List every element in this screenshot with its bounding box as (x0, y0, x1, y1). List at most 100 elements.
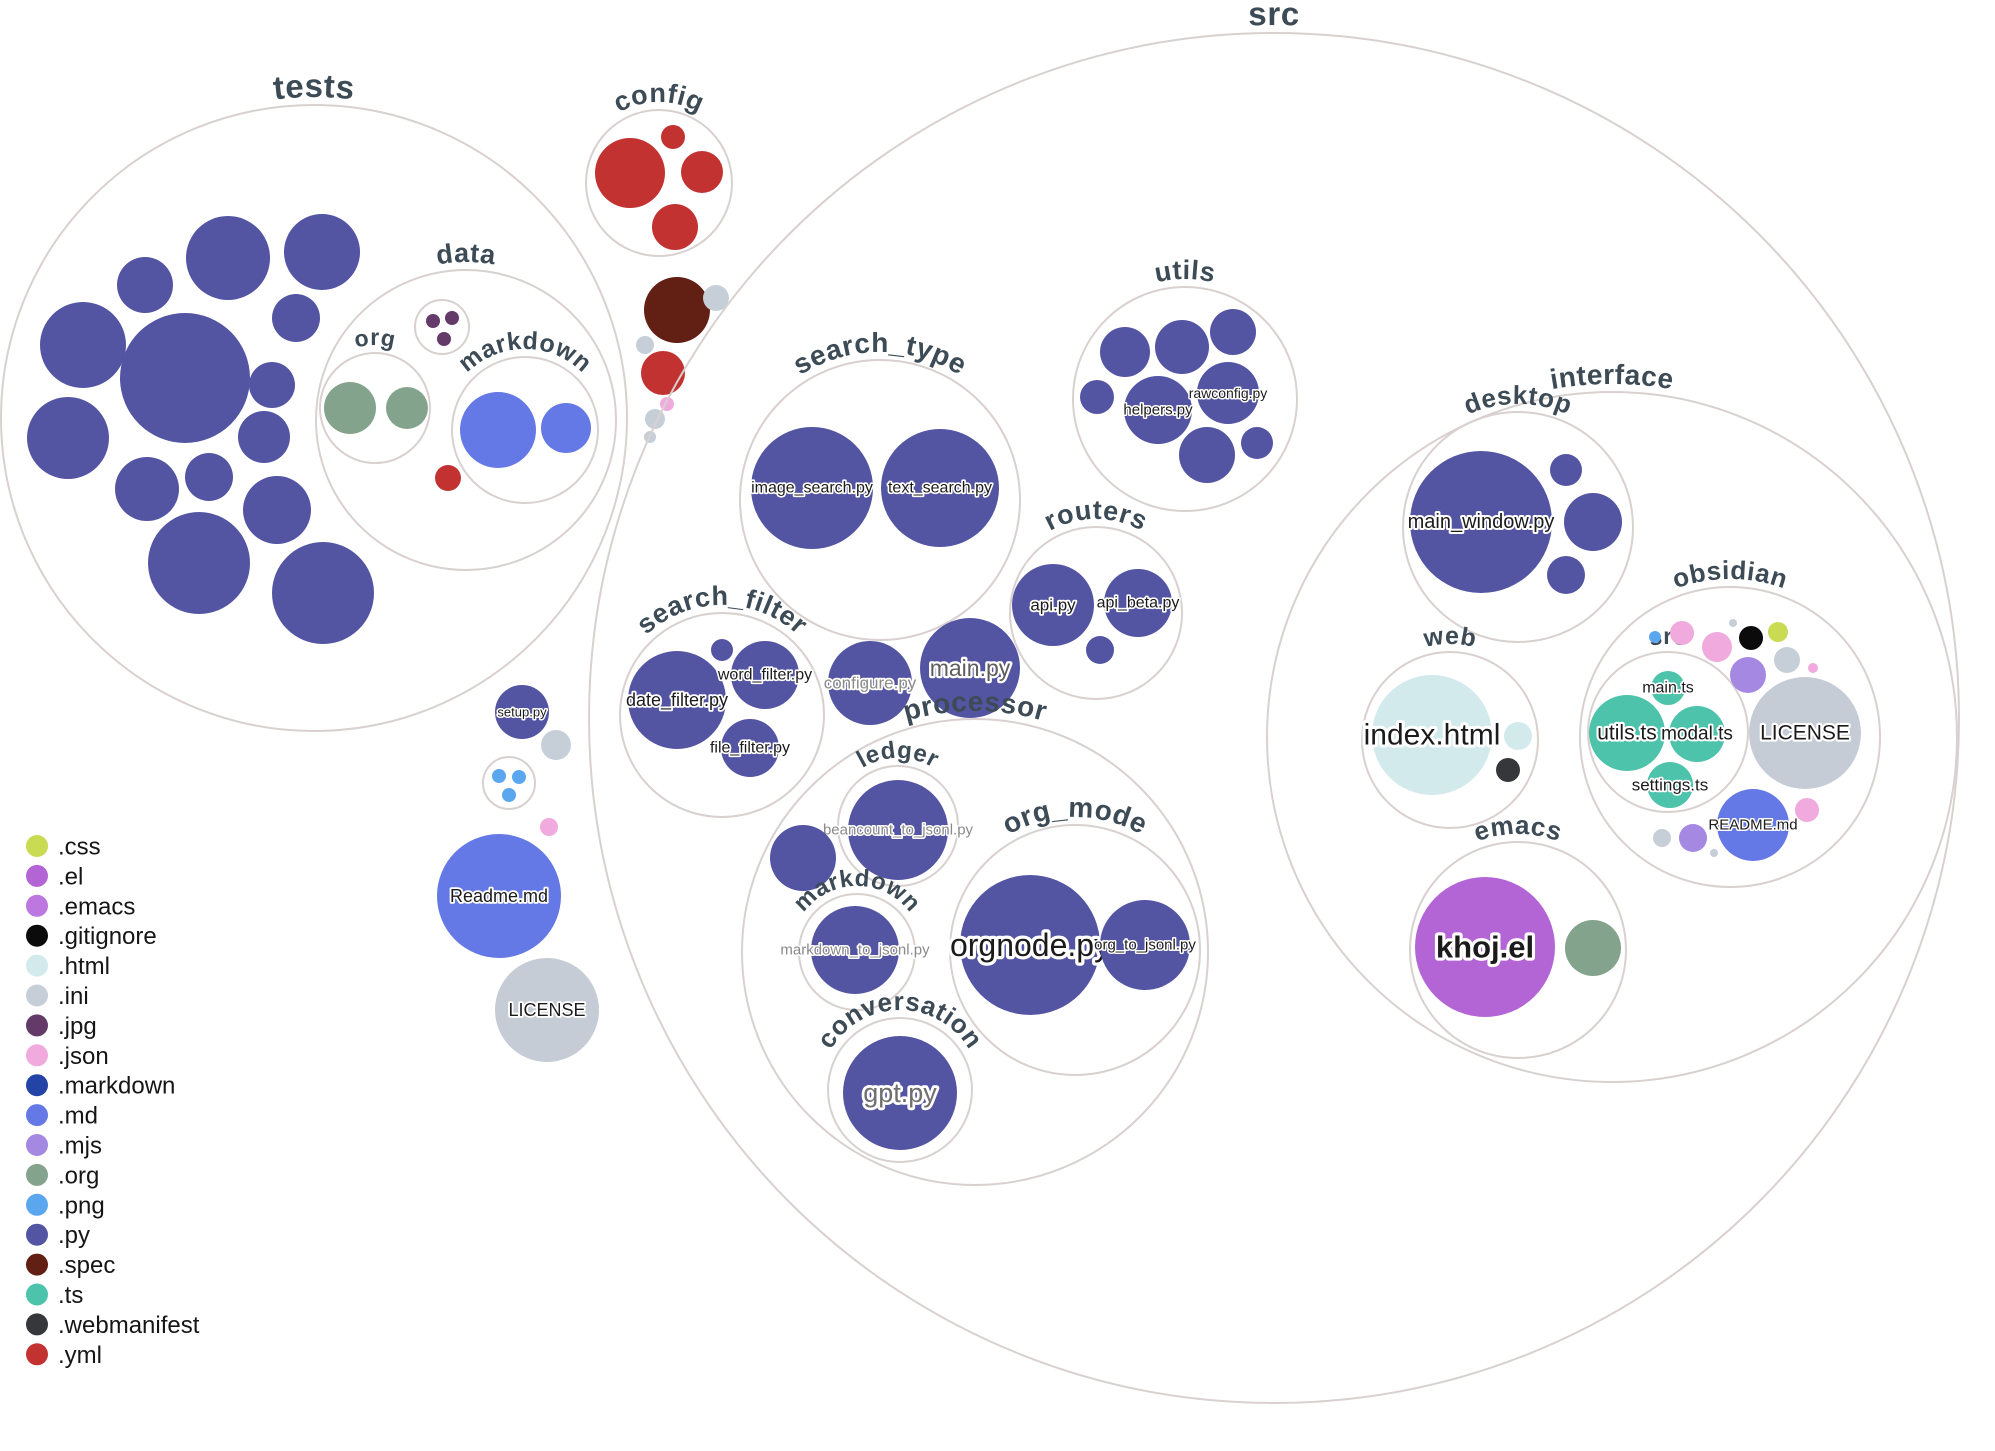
file-configure-py-bubble[interactable] (828, 641, 912, 725)
file-rawconfig-py-bubble[interactable] (1197, 362, 1259, 424)
file-license-obsidian-bubble[interactable] (1749, 677, 1861, 789)
dir-data-circle[interactable] (315, 269, 617, 571)
file-tests-py-13-bubble[interactable] (148, 512, 250, 614)
file-utils-py-3-bubble[interactable] (1210, 309, 1256, 355)
file-text-search-py-bubble[interactable] (881, 429, 999, 547)
file-root-spec-bubble[interactable] (644, 277, 710, 343)
file-config-yml-1-bubble[interactable] (595, 138, 665, 208)
file-tests-py-5-bubble[interactable] (120, 313, 250, 443)
file-obsidian-json-4-bubble[interactable] (1795, 798, 1819, 822)
dir-processor-markdown-circle[interactable] (798, 893, 916, 1011)
file-filter-py-sm-bubble[interactable] (711, 639, 733, 661)
file-tests-py-12-bubble[interactable] (243, 476, 311, 544)
file-setup-py-bubble[interactable] (495, 685, 549, 739)
file-obsidian-ini-1-bubble[interactable] (1729, 619, 1737, 627)
file-readme-obsidian-bubble[interactable] (1717, 789, 1789, 861)
file-tests-py-10-bubble[interactable] (115, 457, 179, 521)
dir-web-circle[interactable] (1361, 651, 1539, 829)
file-license-root-bubble[interactable] (495, 958, 599, 1062)
file-obsidian-ini-4-bubble[interactable] (1710, 849, 1718, 857)
file-config-yml-3-bubble[interactable] (681, 151, 723, 193)
file-tests-py-4-bubble[interactable] (40, 302, 126, 388)
dir-search-filter-circle[interactable] (619, 612, 825, 818)
dir-ledger-circle[interactable] (837, 765, 959, 887)
file-word-filter-py-bubble[interactable] (731, 641, 799, 709)
file-desktop-py-3-bubble[interactable] (1547, 556, 1585, 594)
file-obsidian-ini-2-bubble[interactable] (1774, 647, 1800, 673)
file-png-1-bubble[interactable] (492, 769, 506, 783)
file-orgnode-py-bubble[interactable] (960, 875, 1100, 1015)
file-obsidian-ini-3-bubble[interactable] (1653, 829, 1671, 847)
file-png-2-bubble[interactable] (512, 770, 526, 784)
file-utils-py-6-bubble[interactable] (1241, 427, 1273, 459)
file-root-yml-bubble[interactable] (641, 351, 685, 395)
dir-org-mode-circle[interactable] (949, 824, 1201, 1076)
file-tests-py-2-bubble[interactable] (284, 214, 360, 290)
file-webmanifest-bubble[interactable] (1496, 758, 1520, 782)
file-obsidian-json-2-bubble[interactable] (1702, 632, 1732, 662)
file-tests-py-11-bubble[interactable] (185, 453, 233, 501)
dir-routers-circle[interactable] (1009, 526, 1183, 700)
file-web-html-sm-bubble[interactable] (1504, 722, 1532, 750)
dir-data-markdown-circle[interactable] (451, 356, 599, 504)
file-file-filter-py-bubble[interactable] (721, 719, 779, 777)
file-desktop-py-1-bubble[interactable] (1550, 454, 1582, 486)
file-processor-py-bubble[interactable] (770, 825, 836, 891)
dir-data-images-circle[interactable] (414, 299, 470, 355)
file-org-2-bubble[interactable] (386, 387, 428, 429)
dir-root-assets-circle[interactable] (482, 756, 536, 810)
dir-search-type-circle[interactable] (739, 359, 1021, 641)
file-obsidian-json-3-bubble[interactable] (1808, 663, 1818, 673)
dir-obsidian-circle[interactable] (1579, 586, 1881, 888)
file-utils-ts-bubble[interactable] (1589, 695, 1665, 771)
dir-interface-circle[interactable] (1266, 391, 1958, 1083)
file-obsidian-gitignore-bubble[interactable] (1739, 626, 1763, 650)
file-gpt-py-bubble[interactable] (843, 1036, 957, 1150)
file-readme-md-bubble[interactable] (437, 834, 561, 958)
dir-desktop-circle[interactable] (1402, 411, 1634, 643)
dir-conversation-circle[interactable] (827, 1017, 973, 1163)
file-image-search-py-bubble[interactable] (751, 427, 873, 549)
file-tests-py-7-bubble[interactable] (249, 362, 295, 408)
file-root-json-2-bubble[interactable] (540, 818, 558, 836)
dir-emacs-circle[interactable] (1409, 841, 1627, 1059)
file-modal-ts-bubble[interactable] (1669, 706, 1725, 762)
file-markdown-to-jsonl-py-bubble[interactable] (811, 906, 899, 994)
file-tests-py-9-bubble[interactable] (27, 397, 109, 479)
file-root-ini-5-bubble[interactable] (541, 730, 571, 760)
file-config-yml-4-bubble[interactable] (652, 204, 698, 250)
file-index-html-bubble[interactable] (1372, 675, 1492, 795)
file-jpg-2-bubble[interactable] (445, 311, 459, 325)
dir-tests-circle[interactable] (0, 104, 628, 732)
file-utils-py-2-bubble[interactable] (1155, 320, 1209, 374)
file-md-1-bubble[interactable] (460, 392, 536, 468)
file-api-py-bubble[interactable] (1012, 564, 1094, 646)
file-jpg-3-bubble[interactable] (437, 332, 451, 346)
file-utils-py-4-bubble[interactable] (1080, 380, 1114, 414)
file-root-ini-2-bubble[interactable] (636, 336, 654, 354)
file-obsidian-json-1-bubble[interactable] (1670, 621, 1694, 645)
file-routers-py-sm-bubble[interactable] (1086, 636, 1114, 664)
file-main-py-bubble[interactable] (920, 618, 1020, 718)
file-png-3-bubble[interactable] (502, 788, 516, 802)
dir-config-circle[interactable] (585, 109, 733, 257)
file-date-filter-py-bubble[interactable] (628, 651, 726, 749)
file-beancount-to-jsonl-py-bubble[interactable] (848, 780, 948, 880)
file-tests-py-14-bubble[interactable] (272, 542, 374, 644)
file-tests-py-8-bubble[interactable] (238, 411, 290, 463)
file-utils-py-5-bubble[interactable] (1179, 427, 1235, 483)
file-helpers-py-bubble[interactable] (1124, 376, 1192, 444)
file-md-2-bubble[interactable] (541, 403, 591, 453)
file-config-yml-2-bubble[interactable] (661, 125, 685, 149)
dir-utils-circle[interactable] (1072, 286, 1298, 512)
file-desktop-py-2-bubble[interactable] (1564, 493, 1622, 551)
file-org-to-jsonl-py-bubble[interactable] (1100, 900, 1190, 990)
file-jpg-1-bubble[interactable] (426, 314, 440, 328)
file-data-yml-bubble[interactable] (435, 465, 461, 491)
file-settings-ts-bubble[interactable] (1647, 762, 1693, 808)
file-main-ts-bubble[interactable] (1651, 671, 1685, 705)
dir-src-circle[interactable] (588, 32, 1960, 1404)
file-obsidian-png-bubble[interactable] (1649, 631, 1661, 643)
file-tests-py-1-bubble[interactable] (186, 216, 270, 300)
file-utils-py-1-bubble[interactable] (1100, 327, 1150, 377)
